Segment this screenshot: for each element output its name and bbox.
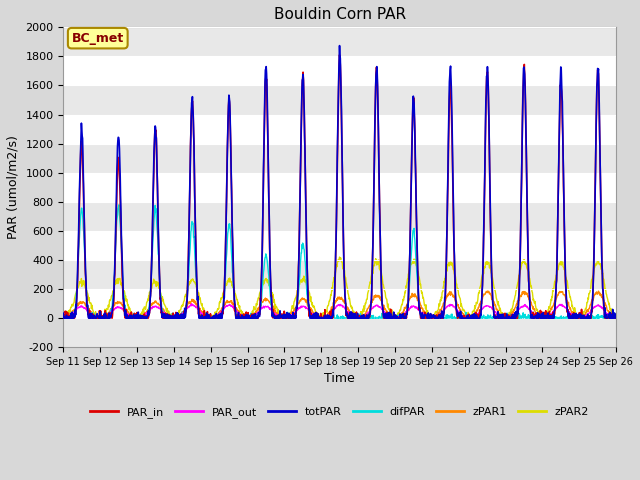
Y-axis label: PAR (umol/m2/s): PAR (umol/m2/s) [7, 135, 20, 239]
Bar [63, 27, 616, 56]
X-axis label: Time: Time [324, 372, 355, 385]
Title: Bouldin Corn PAR: Bouldin Corn PAR [274, 7, 406, 22]
Bar [63, 85, 616, 115]
Text: BC_met: BC_met [72, 32, 124, 45]
Bar [63, 260, 616, 289]
Bar [63, 318, 616, 347]
Bar [63, 202, 616, 231]
Legend: PAR_in, PAR_out, totPAR, difPAR, zPAR1, zPAR2: PAR_in, PAR_out, totPAR, difPAR, zPAR1, … [86, 402, 594, 422]
Bar [63, 144, 616, 173]
